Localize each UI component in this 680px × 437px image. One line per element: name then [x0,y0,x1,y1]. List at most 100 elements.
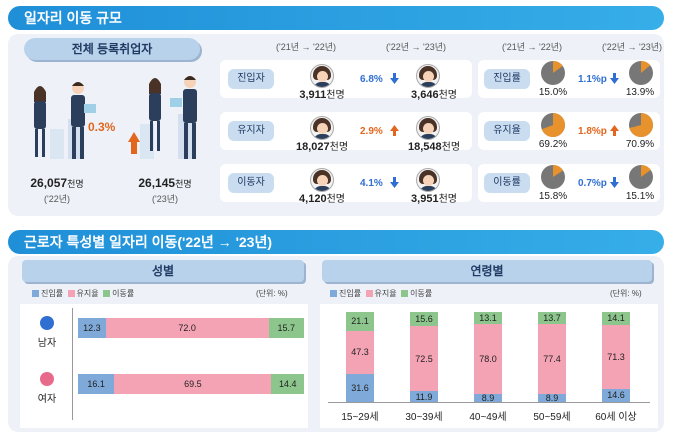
age-category-label: 60세 이상 [595,412,637,423]
age-chart-title: 연령별 [322,260,652,282]
rate-pie-a [541,113,565,137]
age-bar-segment: 72.5 [410,326,438,392]
count-change: 2.9% [360,126,383,137]
rate-row-label: 이동률 [484,173,530,193]
up-arrow-icon [610,125,619,136]
age-unit: (단위: %) [610,289,642,298]
rate-period-header-a: ('21년 → '22년) [502,42,563,52]
rate-change: 1.1%p [578,74,607,85]
avatar-suit [419,134,438,139]
count-value-a: 4,120천명 [299,193,345,205]
rate-value-a: 15.8% [538,191,568,202]
rate-pie-b [629,165,653,189]
rate-change: 1.8%p [578,126,607,137]
avatar-face [423,123,434,134]
rate-change: 0.7%p [578,178,607,189]
count-row-label: 진입자 [228,69,274,89]
section2-title: 근로자 특성별 일자리 이동('22년 → '23년) [8,230,664,254]
avatar-face [423,71,434,82]
avatar-suit [419,186,438,191]
man-icon [40,316,54,330]
down-arrow-icon [610,73,619,84]
gender-bar-segment: 69.5 [114,374,272,394]
avatar-suit [313,82,332,87]
person-a-avatar [310,116,334,140]
total-2023: 26,145천명 ('23년) [138,176,192,204]
period-header-a: ('21년 → '22년) [276,42,337,52]
rate-pie-a [541,61,565,85]
count-row-label: 이동자 [228,173,274,193]
man-figure-2-icon [170,76,197,159]
age-bar-segment: 14.6 [602,388,630,402]
count-value-a: 18,027천명 [295,141,349,153]
rate-row: 진입률 15.0% 1.1%p 13.9% [478,60,660,98]
age-legend: 진입률 유지율 이동률 [330,288,432,299]
age-bar-segment: 31.6 [346,373,374,402]
avatar-face [317,175,328,186]
gender-chart-title: 성별 [22,260,304,282]
rate-row-label: 진입률 [484,69,530,89]
age-bar-segment: 71.3 [602,324,630,389]
worker-characteristics-panel: 성별 연령별 진입률 유지율 이동률 (단위: %) 진입률 유지율 이동률 (… [8,256,664,432]
gender-category-label: 남자 [37,338,57,349]
age-bar-segment: 78.0 [474,323,502,394]
woman-figure-icon [34,86,46,157]
period-header-b: ('22년 → '23년) [386,42,447,52]
age-bar-segment: 8.9 [474,393,502,403]
rate-value-a: 15.0% [538,87,568,98]
gender-chart-area: 남자 12.3 72.0 15.7 여자 16.1 69.5 14.4 [20,304,308,428]
person-a-avatar [310,64,334,88]
gender-category-label: 여자 [37,394,57,405]
up-arrow-icon [390,125,399,136]
up-arrow-icon [128,132,140,154]
gender-legend: 진입률 유지율 이동률 [32,288,134,299]
rate-pie-a [541,165,565,189]
man-figure-icon [71,82,96,159]
age-bar-segment: 14.1 [602,312,630,325]
rate-row: 이동률 15.8% 0.7%p 15.1% [478,164,660,202]
workers-illustration [34,76,197,159]
age-bar-segment: 77.4 [538,324,566,394]
down-arrow-icon [390,73,399,84]
gender-bar-segment: 14.4 [271,374,304,394]
avatar-suit [419,82,438,87]
age-chart-area: 31.6 47.3 21.1 15~29세 11.9 72.5 15.6 30~39세 8.9 7… [320,304,658,428]
rate-row: 유지율 69.2% 1.8%p 70.9% [478,112,660,150]
age-bar-segment: 11.9 [410,391,438,402]
rate-period-header-b: ('22년 → '23년) [602,42,663,52]
avatar-face [423,175,434,186]
avatar-suit [313,186,332,191]
rate-pie-b [629,113,653,137]
gender-bar-segment: 72.0 [105,318,269,338]
count-row-label: 유지자 [228,121,274,141]
down-arrow-icon [610,177,619,188]
count-row: 진입자 3,911천명 6.8% 3,646천명 [220,60,472,101]
movement-scale-panel: 전체 등록취업자 0.3% 26,057천명 ('22년) 26,145천명 (… [8,34,664,216]
total-2022: 26,057천명 ('22년) [30,176,84,204]
total-employed-label: 전체 등록취업자 [24,38,200,60]
age-category-label: 30~39세 [405,412,443,423]
woman-figure-2-icon [149,78,161,151]
count-value-b: 3,951천명 [411,193,457,205]
age-category-label: 15~29세 [341,412,379,423]
count-change: 4.1% [360,178,383,189]
count-row: 이동자 4,120천명 4.1% 3,951천명 [220,164,472,205]
count-value-b: 3,646천명 [411,89,457,101]
avatar-suit [313,134,332,139]
rate-value-b: 15.1% [625,191,655,202]
count-row: 유지자 18,027천명 2.9% 18,548천명 [220,112,472,153]
count-value-a: 3,911천명 [299,89,345,101]
count-value-b: 18,548천명 [407,141,461,153]
age-bar-segment: 47.3 [346,330,374,374]
rate-pie-b [629,61,653,85]
avatar-face [317,123,328,134]
age-bar-segment: 8.9 [538,393,566,403]
total-growth: 0.3% [88,120,116,134]
rate-value-b: 13.9% [625,87,655,98]
down-arrow-icon [390,177,399,188]
age-category-label: 50~59세 [533,412,571,423]
age-bar-segment: 21.1 [346,312,374,331]
person-a-avatar [310,168,334,192]
rate-row-label: 유지율 [484,121,530,141]
age-bar-segment: 13.7 [538,312,566,325]
